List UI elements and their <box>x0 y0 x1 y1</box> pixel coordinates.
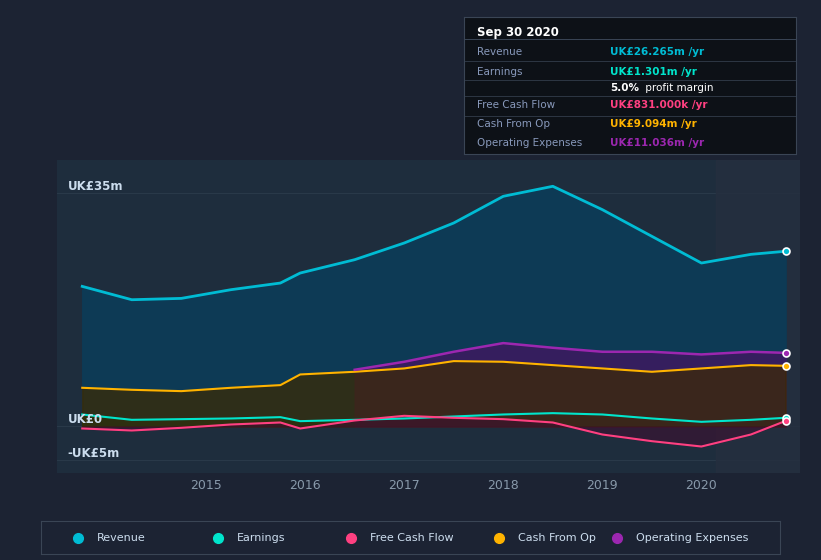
Text: Free Cash Flow: Free Cash Flow <box>370 533 453 543</box>
Text: UK£0: UK£0 <box>67 413 103 427</box>
Text: Operating Expenses: Operating Expenses <box>477 138 582 148</box>
Text: 5.0%: 5.0% <box>610 83 640 93</box>
Text: UK£11.036m /yr: UK£11.036m /yr <box>610 138 704 148</box>
Text: Operating Expenses: Operating Expenses <box>636 533 748 543</box>
Text: UK£26.265m /yr: UK£26.265m /yr <box>610 48 704 58</box>
Text: UK£1.301m /yr: UK£1.301m /yr <box>610 67 697 77</box>
Text: UK£831.000k /yr: UK£831.000k /yr <box>610 100 708 110</box>
Text: Revenue: Revenue <box>477 48 522 58</box>
Text: Revenue: Revenue <box>97 533 145 543</box>
Text: Earnings: Earnings <box>237 533 286 543</box>
Bar <box>716 160 810 473</box>
Text: UK£35m: UK£35m <box>67 180 123 193</box>
Text: Free Cash Flow: Free Cash Flow <box>477 100 555 110</box>
Text: Sep 30 2020: Sep 30 2020 <box>477 26 559 39</box>
Text: Earnings: Earnings <box>477 67 523 77</box>
Text: Cash From Op: Cash From Op <box>518 533 595 543</box>
Text: UK£9.094m /yr: UK£9.094m /yr <box>610 119 697 129</box>
Text: Cash From Op: Cash From Op <box>477 119 550 129</box>
Text: -UK£5m: -UK£5m <box>67 447 120 460</box>
Text: profit margin: profit margin <box>642 83 713 93</box>
